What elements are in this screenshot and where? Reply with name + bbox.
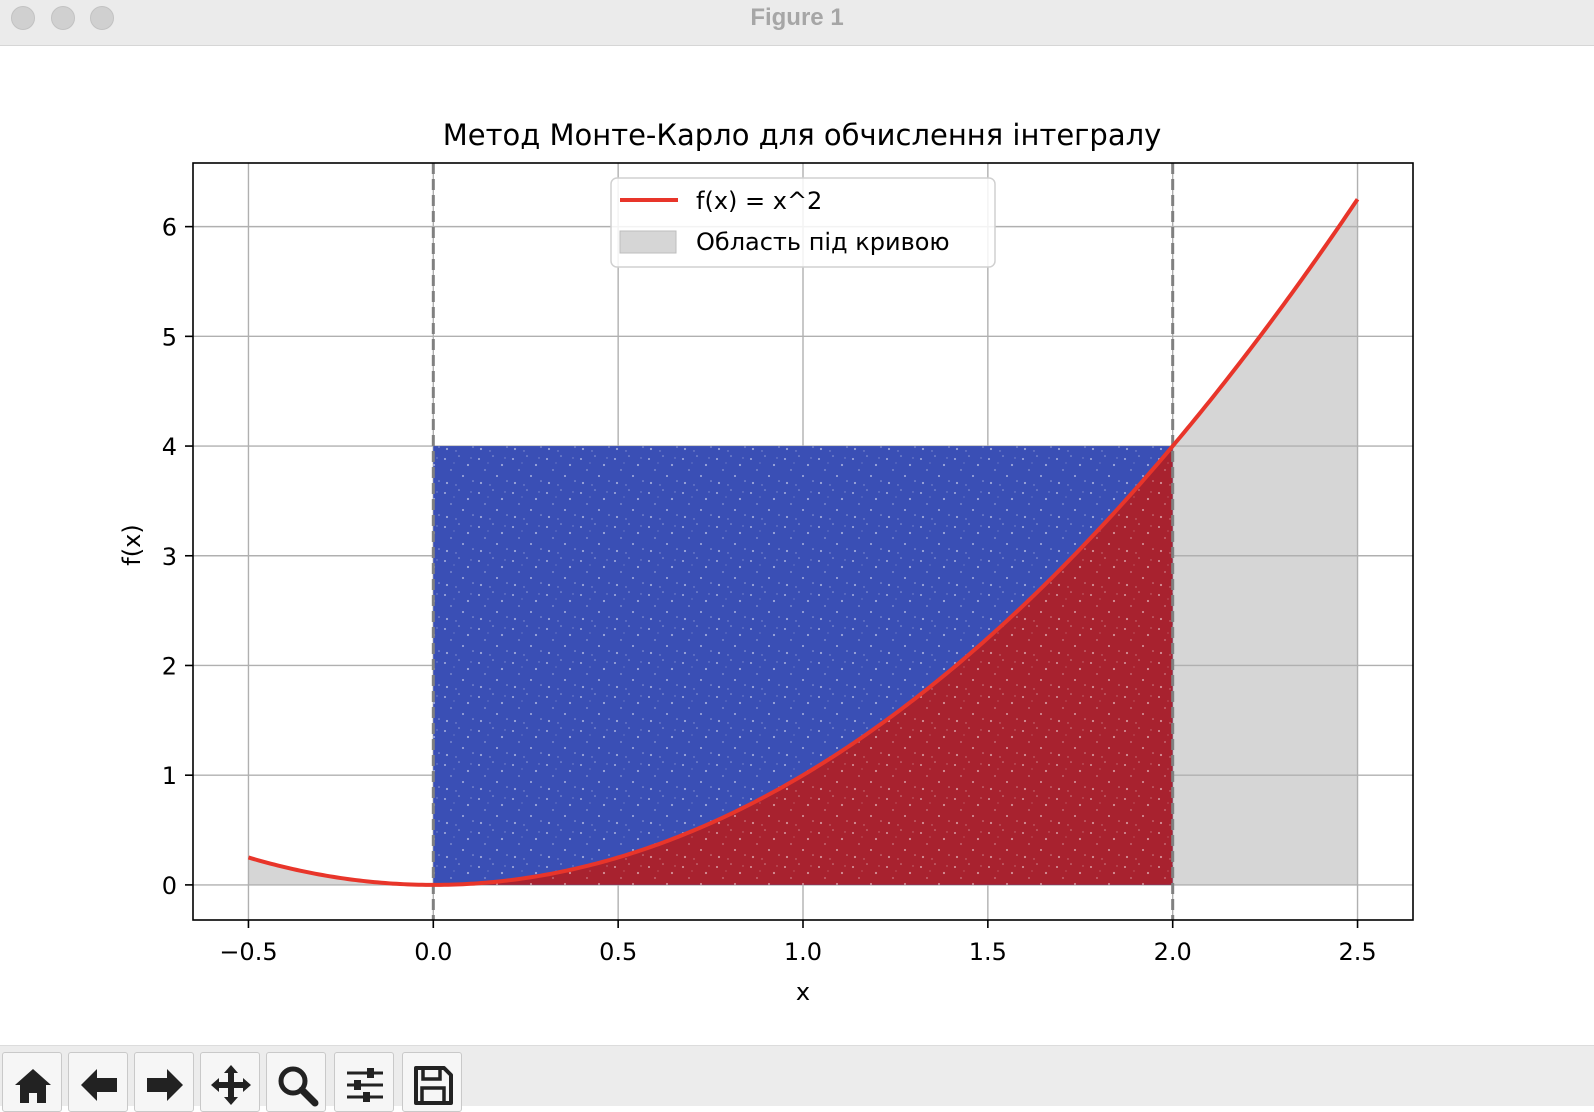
y-tick-label: 5 xyxy=(162,323,177,351)
x-tick-label: 1.0 xyxy=(784,938,822,966)
navigation-toolbar xyxy=(0,1045,1594,1112)
x-tick-label: 2.5 xyxy=(1338,938,1376,966)
save-icon xyxy=(414,1066,453,1105)
back-button[interactable] xyxy=(68,1052,128,1112)
save-button[interactable] xyxy=(402,1052,462,1112)
x-tick-label: 0.5 xyxy=(599,938,637,966)
legend-box xyxy=(610,177,996,268)
window-title: Figure 1 xyxy=(750,4,844,31)
curve-line xyxy=(247,198,1360,887)
minimize-window-button[interactable] xyxy=(51,6,75,30)
pan-button[interactable] xyxy=(200,1052,260,1112)
configure-subplots-button[interactable] xyxy=(334,1052,394,1112)
y-tick-label: 0 xyxy=(162,872,177,900)
window-titlebar: Figure 1 xyxy=(0,0,1594,46)
y-axis-ticks: 0 1 2 3 4 5 6 xyxy=(162,214,193,900)
forward-arrow-icon xyxy=(147,1069,183,1101)
y-tick-label: 4 xyxy=(162,433,177,461)
legend: f(x) = x^2 Область під кривою xyxy=(610,177,996,268)
y-tick-label: 2 xyxy=(162,652,177,680)
close-window-button[interactable] xyxy=(11,6,35,30)
x-tick-label: −0.5 xyxy=(219,938,277,966)
x-axis-ticks: −0.5 0.0 0.5 1.0 1.5 2.0 2.5 xyxy=(219,920,1377,966)
zoom-button[interactable] xyxy=(266,1052,326,1112)
x-tick-label: 0.0 xyxy=(414,938,452,966)
chart-title: Метод Монте-Карло для обчислення інтегра… xyxy=(443,118,1162,152)
legend-curve-label: f(x) = x^2 xyxy=(696,187,822,215)
back-arrow-icon xyxy=(81,1069,117,1101)
pan-icon xyxy=(211,1065,251,1105)
home-icon xyxy=(15,1069,51,1103)
axes-area xyxy=(192,162,1414,921)
y-axis-label: f(x) xyxy=(118,524,146,565)
forward-button[interactable] xyxy=(134,1052,194,1112)
zoom-window-button[interactable] xyxy=(90,6,114,30)
figure-canvas: Метод Монте-Карло для обчислення інтегра… xyxy=(118,118,1414,1006)
home-button[interactable] xyxy=(2,1052,62,1112)
x-tick-label: 1.5 xyxy=(969,938,1007,966)
x-axis-label: x xyxy=(796,978,810,1006)
y-tick-label: 3 xyxy=(162,543,177,571)
legend-fill-label: Область під кривою xyxy=(696,228,950,256)
y-tick-label: 6 xyxy=(162,214,177,242)
x-tick-label: 2.0 xyxy=(1154,938,1192,966)
zoom-icon xyxy=(278,1066,319,1107)
y-tick-label: 1 xyxy=(162,762,177,790)
legend-fill-swatch xyxy=(619,230,677,254)
configure-subplots-icon xyxy=(347,1068,383,1102)
